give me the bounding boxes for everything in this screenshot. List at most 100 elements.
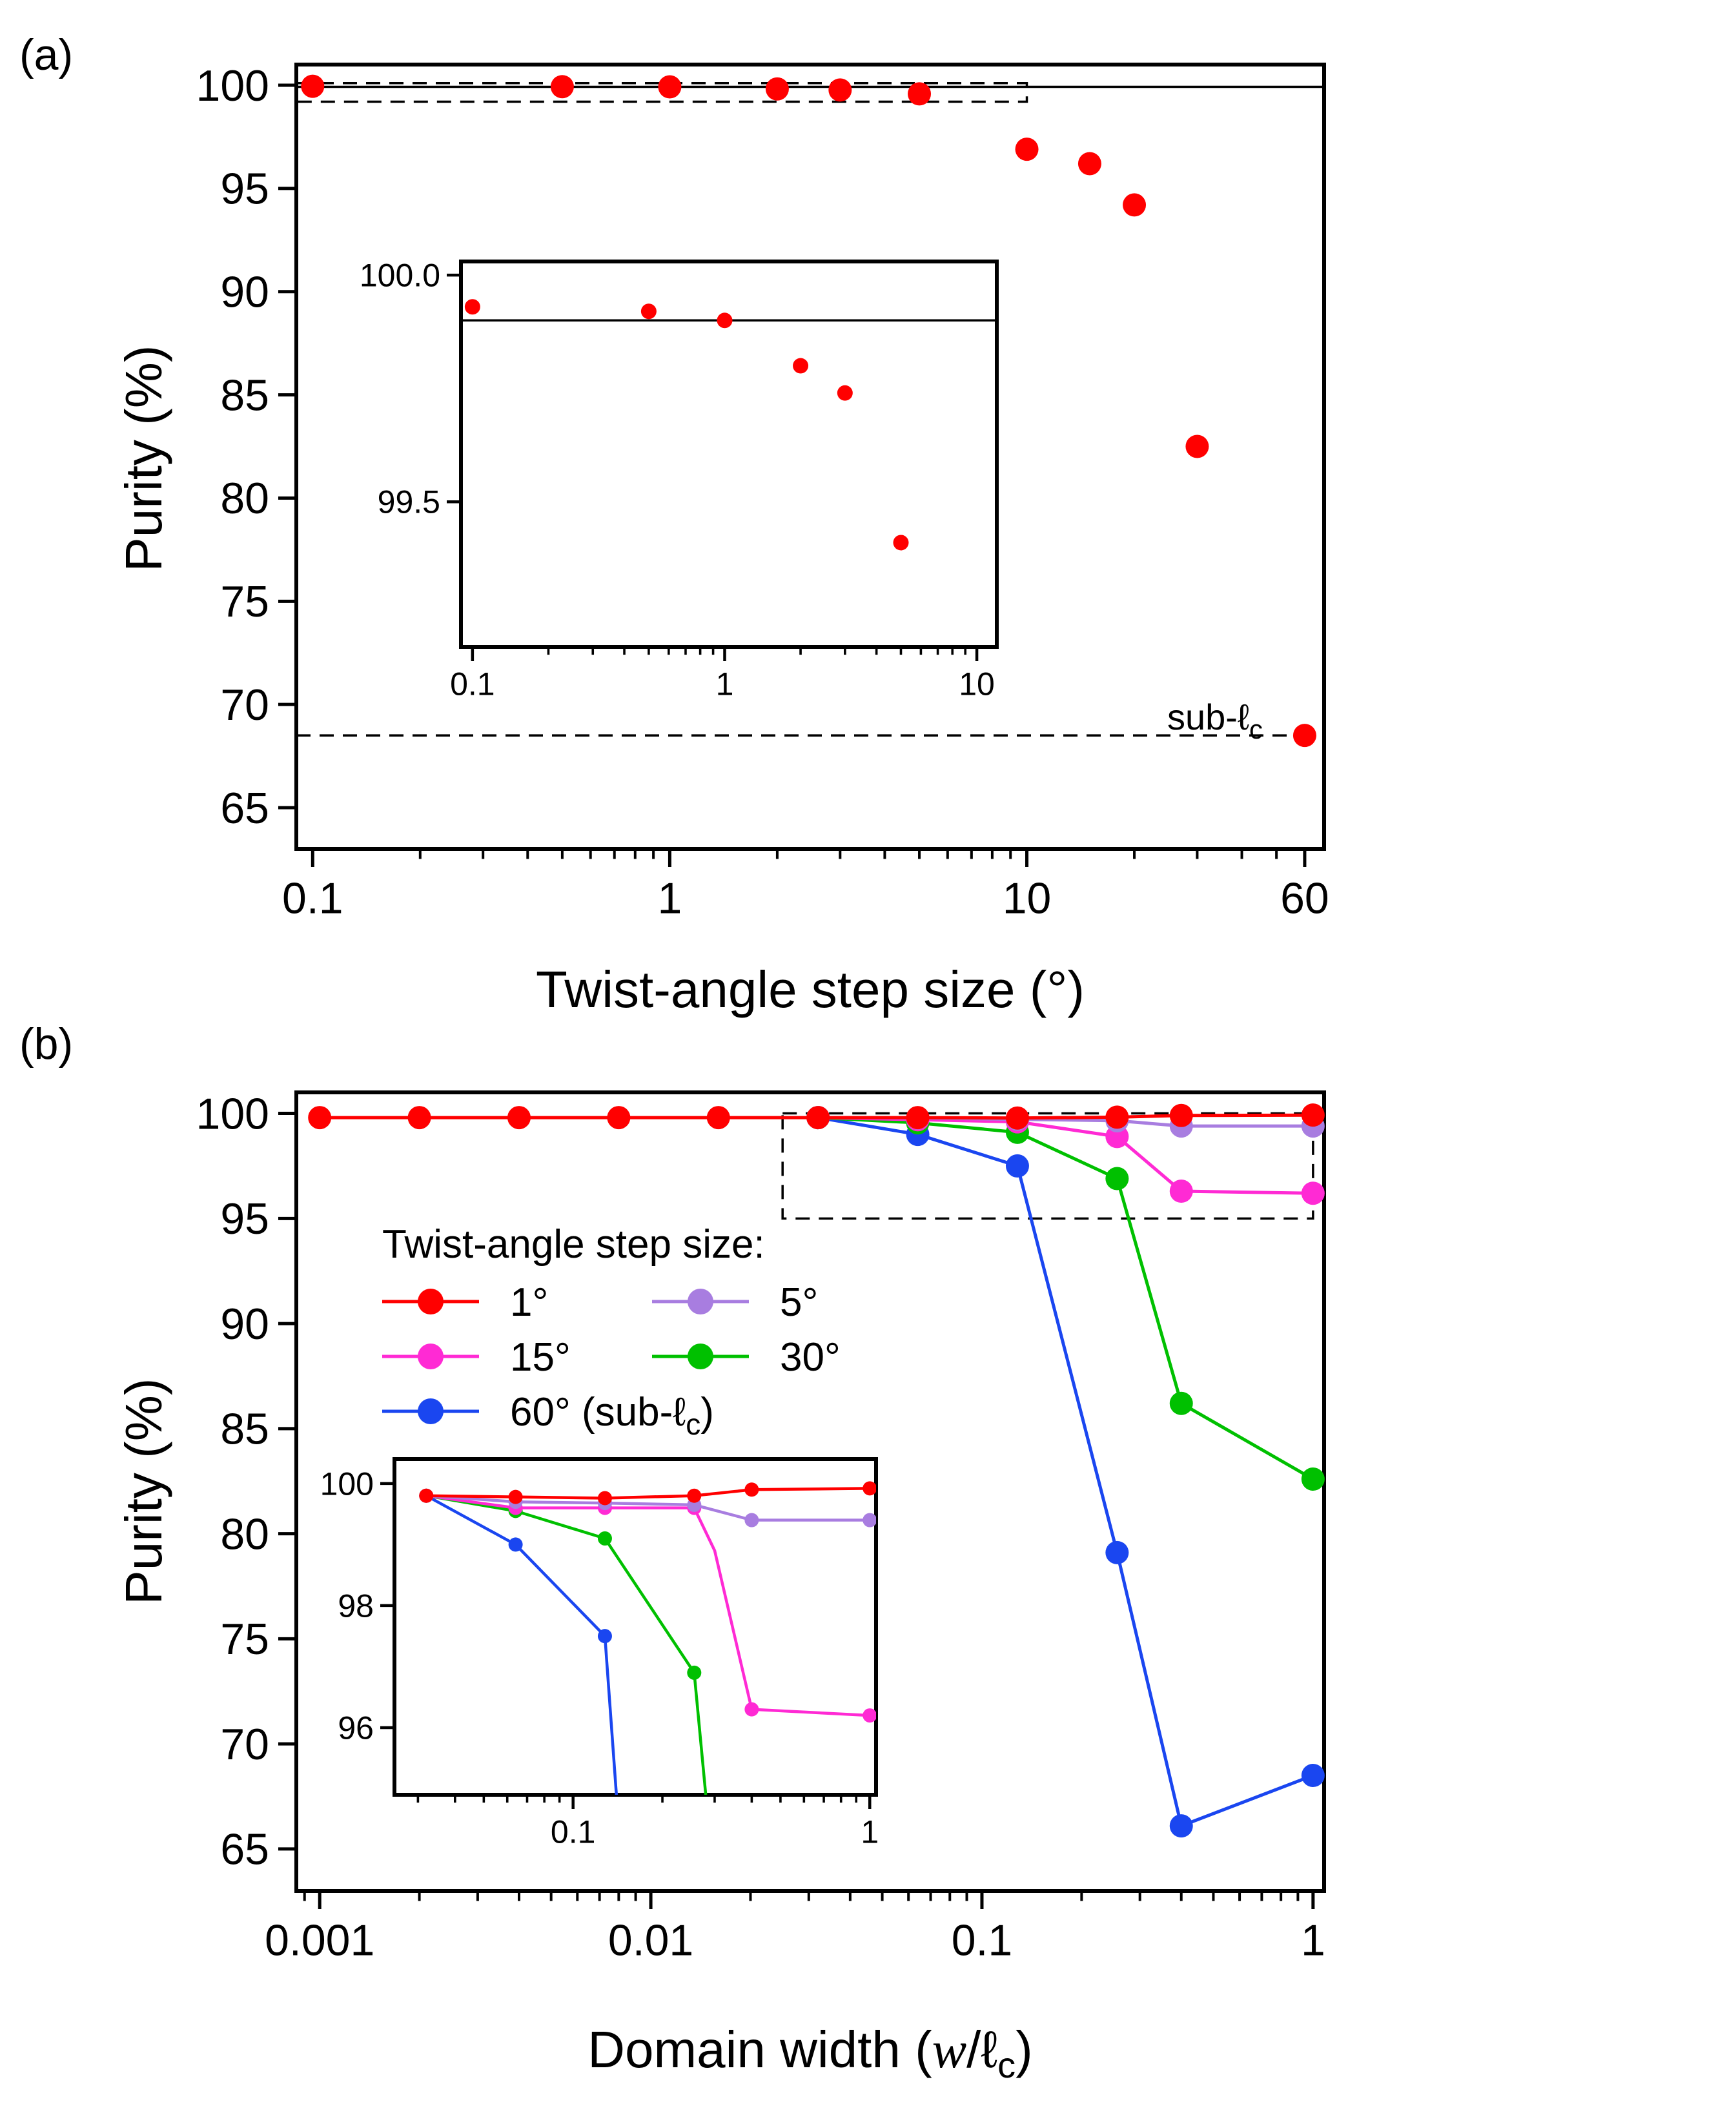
legend-label-3: 30° <box>780 1335 841 1380</box>
legend-marker-0 <box>418 1289 444 1314</box>
panel-b-series-4-point-2 <box>1005 1154 1029 1178</box>
panel-a-point-3 <box>765 77 789 101</box>
legend-label-2: 15° <box>510 1335 571 1380</box>
panel-b-series-3-point-4 <box>1169 1391 1193 1415</box>
legend-marker-1 <box>688 1289 713 1314</box>
panel-b-series-line-4 <box>817 1116 1314 1828</box>
panel-a-ytick-label-1: 70 <box>220 680 269 730</box>
panel-a-ytick-label-2: 75 <box>220 577 269 626</box>
legend-marker-4 <box>418 1398 444 1424</box>
panel-b-series-3-point-3 <box>1105 1167 1129 1191</box>
panel-b-ytick-label-5: 90 <box>220 1300 269 1349</box>
panel-label-b: (b) <box>19 1019 73 1068</box>
legend-label-close-4: ) <box>700 1390 714 1435</box>
panel-a-point-7 <box>1077 152 1101 176</box>
panel-a-point-5 <box>908 82 932 106</box>
panel-b-inset-point-0-1 <box>508 1489 523 1504</box>
panel-a-ylabel: Purity (%) <box>115 345 172 571</box>
panel-b-ytick-label-2: 75 <box>220 1615 269 1664</box>
panel-b-inset-point-2-6 <box>863 1708 876 1723</box>
panel-a-annotation-sub: c <box>1249 714 1263 744</box>
panel-b: 65 70 75 80 85 90 95 100 0.001 0.01 0.1 1 Domain wi… <box>115 1089 1326 2085</box>
panel-a-inset-point-3 <box>793 358 809 374</box>
panel-b-inset-point-1-4 <box>744 1513 759 1528</box>
panel-a-inset: 99.5 100.0 0.1 1 10 <box>360 258 999 702</box>
panel-a-point-9 <box>1185 434 1209 458</box>
panel-b-xlabel: Domain width (w/ℓc) <box>587 2021 1033 2085</box>
panel-b-series-line-3 <box>818 1116 1314 1481</box>
panel-a-inset-point-4 <box>837 385 853 401</box>
legend-title: Twist-angle step size: <box>382 1222 765 1267</box>
panel-a-frame <box>294 63 1326 851</box>
panel-a-point-1 <box>550 75 574 99</box>
legend-label-main-1: 5° <box>780 1280 818 1325</box>
panel-b-ytick-label-6: 95 <box>220 1194 269 1243</box>
panel-b-series-0-point-6 <box>906 1106 930 1130</box>
panel-a-point-6 <box>1015 138 1039 161</box>
panel-b-inset-line-0 <box>426 1487 870 1500</box>
panel-b-series-4-point-5 <box>1301 1763 1325 1787</box>
legend-marker-2 <box>418 1344 444 1369</box>
panel-a-point-0 <box>301 74 325 98</box>
legend-label-main-2: 15° <box>510 1335 571 1380</box>
panel-a-inset-point-1 <box>640 303 657 320</box>
panel-a-inset-ytick-label-1: 100.0 <box>360 258 440 294</box>
panel-b-inset-ytick-label-1: 98 <box>338 1588 374 1624</box>
panel-a-xtick-label-0: 0.1 <box>282 874 343 923</box>
panel-b-xtick-label-3: 1 <box>1301 1916 1325 1965</box>
panel-b-inset-point-0-5 <box>863 1481 876 1496</box>
legend-marker-3 <box>688 1344 713 1369</box>
panel-a-inset-xtick-label-0: 0.1 <box>450 666 495 702</box>
panel-a-annotation-main: sub-ℓ <box>1167 697 1249 737</box>
legend-label-main-3: 30° <box>780 1335 841 1380</box>
panel-a-xtick-label-3: 60 <box>1280 874 1329 923</box>
panel-a: 65 70 75 80 85 90 95 100 0.1 1 10 60 Twist-angle st… <box>115 61 1329 1018</box>
panel-a-point-8 <box>1123 193 1147 217</box>
panel-b-xtick-label-0: 0.001 <box>265 1916 374 1965</box>
panel-b-inset-point-0-2 <box>597 1491 612 1506</box>
panel-label-a: (a) <box>19 30 73 79</box>
panel-b-xlabel-rest: /ℓ <box>966 2021 997 2078</box>
panel-b-inset-point-3-3 <box>687 1665 702 1680</box>
panel-b-inset: 96 98 100 0.1 1 <box>320 1457 879 1850</box>
panel-b-ylabel: Purity (%) <box>115 1378 172 1604</box>
panel-b-xlabel-main: Domain width ( <box>587 2021 932 2078</box>
panel-b-series-0-point-7 <box>1005 1106 1029 1130</box>
legend-label-4: 60° (sub-ℓc) <box>510 1390 714 1441</box>
panel-a-inset-point-0 <box>464 299 480 315</box>
panel-b-inset-point-0-4 <box>744 1482 759 1497</box>
panel-b-inset-point-3-2 <box>597 1531 612 1546</box>
panel-a-inset-xtick-label-2: 10 <box>959 666 995 702</box>
legend-label-main-0: 1° <box>510 1280 548 1325</box>
legend-label-main-4: 60° (sub-ℓ <box>510 1390 686 1435</box>
panel-a-ytick-label-3: 80 <box>220 474 269 523</box>
panel-b-series-2-point-4 <box>1169 1179 1193 1203</box>
panel-b-inset-point-0-3 <box>687 1488 702 1503</box>
panel-b-xtick-label-1: 0.01 <box>608 1916 693 1965</box>
panel-b-xtick-label-2: 0.1 <box>952 1916 1013 1965</box>
panel-b-ytick-label-1: 70 <box>220 1720 269 1769</box>
panel-b-inset-frame <box>393 1457 878 1797</box>
panel-b-frame <box>294 1090 1326 1893</box>
panel-b-inset-line-1 <box>426 1494 870 1522</box>
panel-b-inset-line-4 <box>425 1494 618 1795</box>
legend-label-sub-4: c <box>686 1407 700 1441</box>
panel-a-xtick-label-1: 1 <box>658 874 682 923</box>
panel-a-ytick-label-5: 90 <box>220 268 269 317</box>
panel-a-point-2 <box>658 75 682 99</box>
panel-a-inset-xtick-label-1: 1 <box>716 666 734 702</box>
panel-b-series-0-point-5 <box>806 1106 830 1130</box>
panel-b-series-0-point-1 <box>407 1106 431 1130</box>
panel-b-ytick-label-0: 65 <box>220 1825 269 1874</box>
panel-a-point-10 <box>1292 724 1316 748</box>
panel-a-ytick-label-0: 65 <box>220 784 269 833</box>
panel-b-series-4-point-3 <box>1105 1540 1129 1564</box>
panel-a-annotation: sub-ℓc <box>1167 697 1263 744</box>
panel-b-inset-ytick-label-0: 96 <box>338 1710 374 1746</box>
panel-b-ytick-label-3: 80 <box>220 1509 269 1559</box>
legend-label-1: 5° <box>780 1280 818 1325</box>
panel-b-series-3-point-5 <box>1301 1467 1325 1491</box>
panel-b-series-0-point-4 <box>706 1106 730 1130</box>
panel-a-inset-ytick-label-0: 99.5 <box>378 484 440 520</box>
